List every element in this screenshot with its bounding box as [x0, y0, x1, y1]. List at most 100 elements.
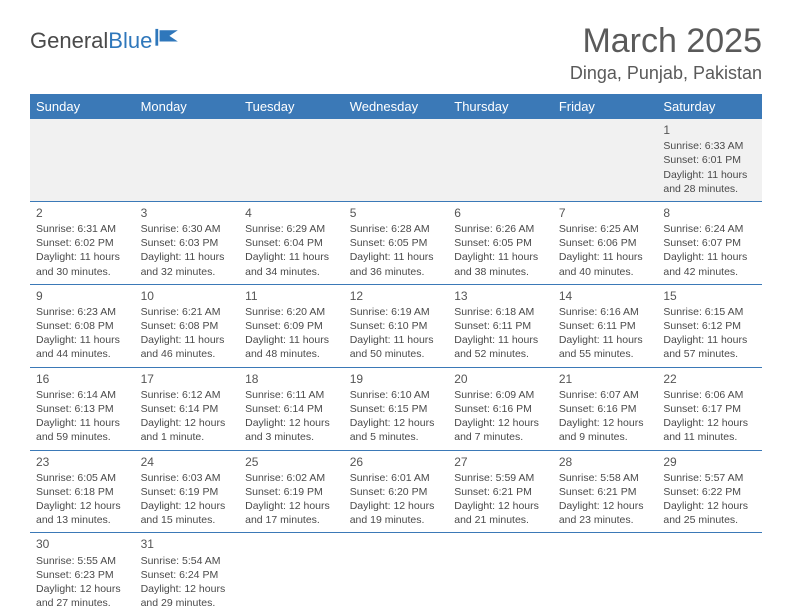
- empty-day: [553, 119, 658, 201]
- sunset-text: Sunset: 6:14 PM: [245, 402, 338, 416]
- sunrise-text: Sunrise: 5:58 AM: [559, 471, 652, 485]
- daylight-text: Daylight: 12 hours and 21 minutes.: [454, 499, 547, 527]
- sunset-text: Sunset: 6:22 PM: [663, 485, 756, 499]
- day-cell: 6Sunrise: 6:26 AMSunset: 6:05 PMDaylight…: [448, 201, 553, 284]
- daylight-text: Daylight: 12 hours and 23 minutes.: [559, 499, 652, 527]
- sunrise-text: Sunrise: 5:55 AM: [36, 554, 129, 568]
- sunrise-text: Sunrise: 6:20 AM: [245, 305, 338, 319]
- sunset-text: Sunset: 6:10 PM: [350, 319, 443, 333]
- sunset-text: Sunset: 6:14 PM: [141, 402, 234, 416]
- empty-day: [344, 533, 449, 615]
- empty-day: [239, 119, 344, 201]
- day-number: 7: [559, 205, 652, 221]
- header-right: March 2025 Dinga, Punjab, Pakistan: [570, 22, 762, 84]
- day-cell: 23Sunrise: 6:05 AMSunset: 6:18 PMDayligh…: [30, 450, 135, 533]
- sunrise-text: Sunrise: 6:26 AM: [454, 222, 547, 236]
- day-number: 20: [454, 371, 547, 387]
- sunset-text: Sunset: 6:16 PM: [559, 402, 652, 416]
- sunset-text: Sunset: 6:05 PM: [350, 236, 443, 250]
- brand-part1: General: [30, 28, 108, 53]
- sunrise-text: Sunrise: 6:10 AM: [350, 388, 443, 402]
- day-number: 13: [454, 288, 547, 304]
- daylight-text: Daylight: 12 hours and 19 minutes.: [350, 499, 443, 527]
- day-number: 5: [350, 205, 443, 221]
- sunrise-text: Sunrise: 6:29 AM: [245, 222, 338, 236]
- daylight-text: Daylight: 11 hours and 36 minutes.: [350, 250, 443, 278]
- daylight-text: Daylight: 12 hours and 15 minutes.: [141, 499, 234, 527]
- sunset-text: Sunset: 6:19 PM: [245, 485, 338, 499]
- daylight-text: Daylight: 11 hours and 28 minutes.: [663, 168, 756, 196]
- daylight-text: Daylight: 11 hours and 32 minutes.: [141, 250, 234, 278]
- day-cell: 26Sunrise: 6:01 AMSunset: 6:20 PMDayligh…: [344, 450, 449, 533]
- day-number: 26: [350, 454, 443, 470]
- sunset-text: Sunset: 6:21 PM: [559, 485, 652, 499]
- daylight-text: Daylight: 12 hours and 9 minutes.: [559, 416, 652, 444]
- sunset-text: Sunset: 6:05 PM: [454, 236, 547, 250]
- day-number: 9: [36, 288, 129, 304]
- day-header-row: SundayMondayTuesdayWednesdayThursdayFrid…: [30, 94, 762, 119]
- daylight-text: Daylight: 12 hours and 3 minutes.: [245, 416, 338, 444]
- daylight-text: Daylight: 12 hours and 11 minutes.: [663, 416, 756, 444]
- calendar-week: 2Sunrise: 6:31 AMSunset: 6:02 PMDaylight…: [30, 201, 762, 284]
- sunset-text: Sunset: 6:04 PM: [245, 236, 338, 250]
- month-title: March 2025: [570, 22, 762, 61]
- day-cell: 25Sunrise: 6:02 AMSunset: 6:19 PMDayligh…: [239, 450, 344, 533]
- daylight-text: Daylight: 12 hours and 17 minutes.: [245, 499, 338, 527]
- location-subtitle: Dinga, Punjab, Pakistan: [570, 63, 762, 84]
- day-cell: 31Sunrise: 5:54 AMSunset: 6:24 PMDayligh…: [135, 533, 240, 615]
- sunrise-text: Sunrise: 5:57 AM: [663, 471, 756, 485]
- day-cell: 29Sunrise: 5:57 AMSunset: 6:22 PMDayligh…: [657, 450, 762, 533]
- day-cell: 9Sunrise: 6:23 AMSunset: 6:08 PMDaylight…: [30, 284, 135, 367]
- empty-day: [239, 533, 344, 615]
- daylight-text: Daylight: 11 hours and 44 minutes.: [36, 333, 129, 361]
- daylight-text: Daylight: 11 hours and 57 minutes.: [663, 333, 756, 361]
- day-cell: 11Sunrise: 6:20 AMSunset: 6:09 PMDayligh…: [239, 284, 344, 367]
- sunrise-text: Sunrise: 6:18 AM: [454, 305, 547, 319]
- day-cell: 2Sunrise: 6:31 AMSunset: 6:02 PMDaylight…: [30, 201, 135, 284]
- sunset-text: Sunset: 6:03 PM: [141, 236, 234, 250]
- sunrise-text: Sunrise: 6:02 AM: [245, 471, 338, 485]
- calendar-table: SundayMondayTuesdayWednesdayThursdayFrid…: [30, 94, 762, 615]
- day-cell: 7Sunrise: 6:25 AMSunset: 6:06 PMDaylight…: [553, 201, 658, 284]
- daylight-text: Daylight: 11 hours and 30 minutes.: [36, 250, 129, 278]
- sunrise-text: Sunrise: 6:24 AM: [663, 222, 756, 236]
- empty-day: [30, 119, 135, 201]
- sunset-text: Sunset: 6:15 PM: [350, 402, 443, 416]
- sunrise-text: Sunrise: 6:05 AM: [36, 471, 129, 485]
- daylight-text: Daylight: 11 hours and 42 minutes.: [663, 250, 756, 278]
- day-number: 25: [245, 454, 338, 470]
- empty-day: [344, 119, 449, 201]
- daylight-text: Daylight: 11 hours and 59 minutes.: [36, 416, 129, 444]
- daylight-text: Daylight: 12 hours and 27 minutes.: [36, 582, 129, 610]
- calendar-body: 1Sunrise: 6:33 AMSunset: 6:01 PMDaylight…: [30, 119, 762, 615]
- day-number: 10: [141, 288, 234, 304]
- flag-icon: [154, 27, 182, 49]
- sunrise-text: Sunrise: 6:12 AM: [141, 388, 234, 402]
- day-number: 14: [559, 288, 652, 304]
- calendar-week: 9Sunrise: 6:23 AMSunset: 6:08 PMDaylight…: [30, 284, 762, 367]
- sunrise-text: Sunrise: 6:33 AM: [663, 139, 756, 153]
- day-number: 6: [454, 205, 547, 221]
- day-number: 4: [245, 205, 338, 221]
- sunset-text: Sunset: 6:06 PM: [559, 236, 652, 250]
- header-row: GeneralBlue March 2025 Dinga, Punjab, Pa…: [30, 22, 762, 84]
- daylight-text: Daylight: 11 hours and 40 minutes.: [559, 250, 652, 278]
- day-number: 24: [141, 454, 234, 470]
- sunrise-text: Sunrise: 6:11 AM: [245, 388, 338, 402]
- sunset-text: Sunset: 6:01 PM: [663, 153, 756, 167]
- day-header: Tuesday: [239, 94, 344, 119]
- daylight-text: Daylight: 12 hours and 1 minute.: [141, 416, 234, 444]
- day-cell: 20Sunrise: 6:09 AMSunset: 6:16 PMDayligh…: [448, 367, 553, 450]
- day-cell: 13Sunrise: 6:18 AMSunset: 6:11 PMDayligh…: [448, 284, 553, 367]
- day-number: 28: [559, 454, 652, 470]
- brand-text: GeneralBlue: [30, 28, 152, 54]
- sunset-text: Sunset: 6:08 PM: [36, 319, 129, 333]
- day-cell: 30Sunrise: 5:55 AMSunset: 6:23 PMDayligh…: [30, 533, 135, 615]
- day-cell: 16Sunrise: 6:14 AMSunset: 6:13 PMDayligh…: [30, 367, 135, 450]
- day-number: 16: [36, 371, 129, 387]
- day-header: Sunday: [30, 94, 135, 119]
- sunrise-text: Sunrise: 6:16 AM: [559, 305, 652, 319]
- day-cell: 12Sunrise: 6:19 AMSunset: 6:10 PMDayligh…: [344, 284, 449, 367]
- sunrise-text: Sunrise: 6:03 AM: [141, 471, 234, 485]
- day-number: 3: [141, 205, 234, 221]
